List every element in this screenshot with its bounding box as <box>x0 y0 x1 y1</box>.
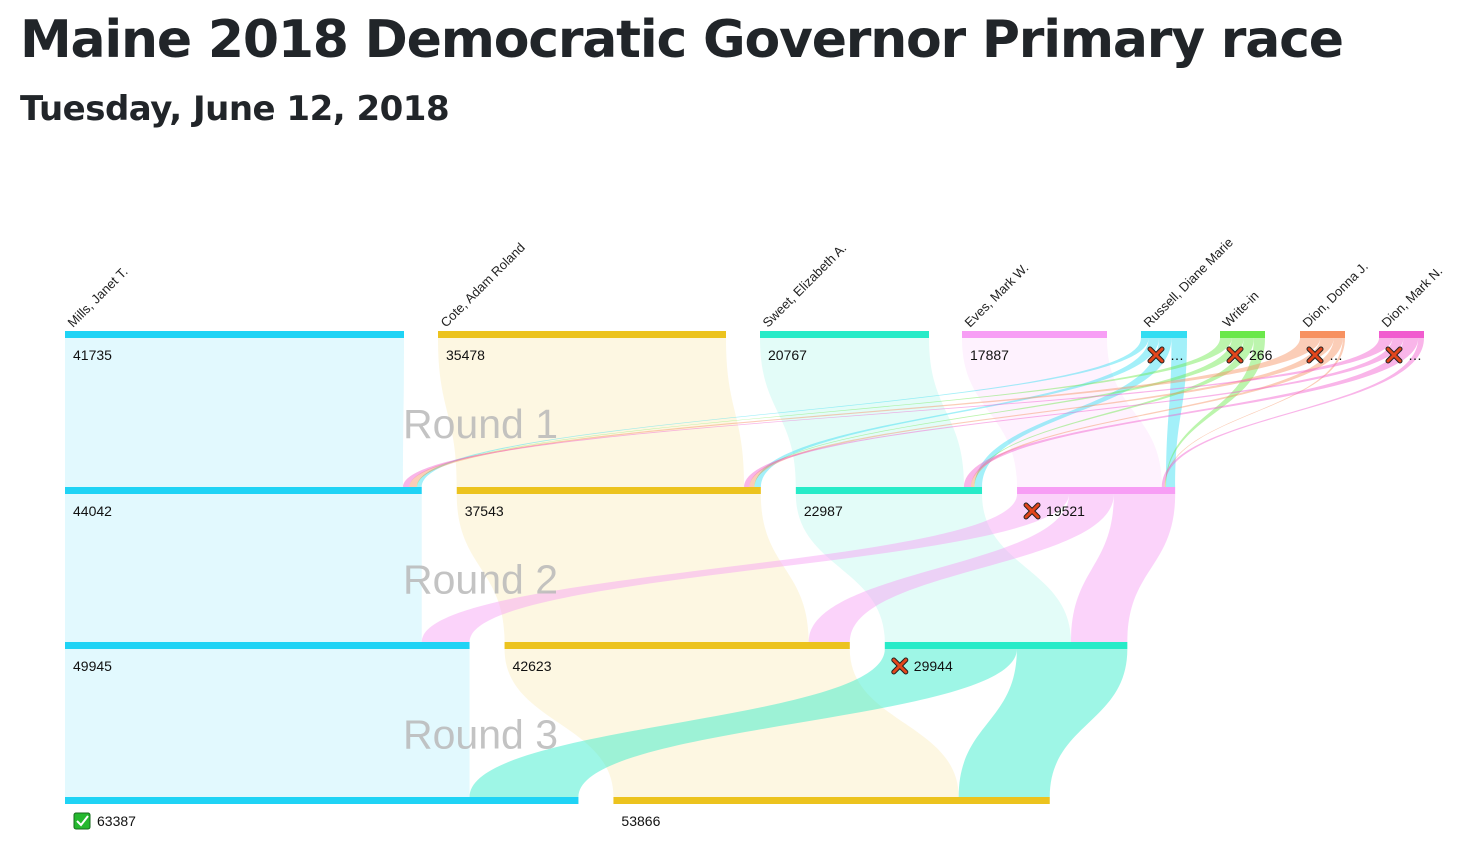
bar-0-round-1 <box>65 487 422 494</box>
transfer-5-to-0-round-0 <box>416 338 1232 487</box>
transfer-6-to-3-round-0 <box>1164 338 1345 487</box>
band-1-round-2 <box>504 649 959 797</box>
transfer-4-to-3-round-0 <box>1166 338 1187 487</box>
vote-count-1-round-2: 42623 <box>513 658 552 674</box>
candidate-name-2: Sweet, Elizabeth A. <box>760 240 850 330</box>
vote-count-0-round-3: 63387 <box>97 813 136 829</box>
candidate-names: Mills, Janet T. Cote, Adam Roland Sweet, E… <box>65 235 1446 330</box>
eliminated-icon <box>1306 346 1324 364</box>
winner-check-icon <box>73 812 91 830</box>
band-0-round-1 <box>65 494 422 642</box>
page-title: Maine 2018 Democratic Governor Primary r… <box>20 10 1344 70</box>
candidate-name-1: Cote, Adam Roland <box>438 240 528 330</box>
bar-4-round-0 <box>1141 331 1187 338</box>
page-subtitle: Tuesday, June 12, 2018 <box>20 89 450 129</box>
transfer-6-to-1-round-0 <box>749 338 1334 487</box>
transfer-4-to-1-round-0 <box>754 338 1159 487</box>
band-1-round-0 <box>438 338 745 487</box>
transfer-3-to-2-round-1 <box>1070 494 1176 642</box>
vote-count-1-round-3: 53866 <box>621 813 660 829</box>
bar-7-round-0 <box>1379 331 1424 338</box>
transfer-2-to-0-round-2 <box>469 649 1017 797</box>
transfer-3-to-1-round-1 <box>808 494 1114 642</box>
candidate-name-6: Dion, Donna J. <box>1300 259 1371 330</box>
candidate-name-3: Eves, Mark W. <box>962 260 1032 330</box>
vote-count-0-round-2: 49945 <box>73 658 112 674</box>
eliminated-icon <box>1023 502 1041 520</box>
vote-count-4-round-0: … <box>1170 347 1184 363</box>
vote-count-2-round-1: 22987 <box>804 503 843 519</box>
bar-3-round-1 <box>1017 487 1176 494</box>
round-label-1: Round 1 <box>403 401 558 447</box>
bar-0-round-0 <box>65 331 404 338</box>
transfer-7-to-1-round-0 <box>744 338 1404 487</box>
band-2-round-0 <box>760 338 965 487</box>
bar-2-round-2 <box>884 642 1128 649</box>
transfer-4-to-2-round-0 <box>974 338 1172 487</box>
transfer-4-to-0-round-0 <box>417 338 1149 487</box>
continuation-bands <box>65 338 1162 797</box>
round-labels: Round 1 Round 2 Round 3 <box>403 401 558 758</box>
bar-1-round-3 <box>613 797 1050 804</box>
bar-3-round-0 <box>962 331 1107 338</box>
band-0-round-0 <box>65 338 404 487</box>
candidate-name-0: Mills, Janet T. <box>65 264 131 330</box>
eliminated-icon <box>1226 346 1244 364</box>
band-2-round-1 <box>795 494 1071 642</box>
transfer-7-to-3-round-0 <box>1161 338 1424 487</box>
candidate-bars: 41735 35478 20767 17887 … 266 … … 44042 37543 2298… <box>65 331 1424 830</box>
band-1-round-1 <box>456 494 809 642</box>
candidate-name-4: Russell, Diane Marie <box>1141 235 1236 330</box>
bar-1-round-1 <box>456 487 761 494</box>
vote-count-0-round-0: 41735 <box>73 347 112 363</box>
vote-count-1-round-0: 35478 <box>446 347 485 363</box>
transfer-6-to-0-round-0 <box>409 338 1321 487</box>
vote-count-3-round-1: 19521 <box>1046 503 1085 519</box>
eliminated-icon <box>1147 346 1165 364</box>
round-label-2: Round 2 <box>403 557 558 603</box>
bar-0-round-3 <box>65 797 579 804</box>
bar-2-round-1 <box>795 487 983 494</box>
bar-1-round-0 <box>438 331 726 338</box>
transfer-3-to-0-round-1 <box>421 494 1070 642</box>
transfer-6-to-2-round-0 <box>970 338 1343 487</box>
transfer-ribbons <box>403 338 1424 797</box>
bar-1-round-2 <box>504 642 850 649</box>
vote-count-3-round-0: 17887 <box>970 347 1009 363</box>
transfer-7-to-2-round-0 <box>963 338 1419 487</box>
candidate-name-5: Write-in <box>1220 288 1262 330</box>
vote-count-5-round-0: 266 <box>1249 347 1273 363</box>
band-0-round-2 <box>65 649 470 797</box>
bar-5-round-0 <box>1220 331 1265 338</box>
vote-count-0-round-1: 44042 <box>73 503 112 519</box>
vote-count-2-round-0: 20767 <box>768 347 807 363</box>
eliminated-icon <box>1385 346 1403 364</box>
vote-count-7-round-0: … <box>1408 347 1422 363</box>
candidate-name-7: Dion, Mark N. <box>1379 263 1446 330</box>
vote-count-2-round-2: 29944 <box>914 658 953 674</box>
band-3-round-0 <box>962 338 1162 487</box>
bar-2-round-0 <box>760 331 929 338</box>
vote-count-1-round-1: 37543 <box>465 503 504 519</box>
transfer-5-to-2-round-0 <box>974 338 1254 487</box>
transfer-5-to-1-round-0 <box>754 338 1244 487</box>
vote-count-6-round-0: … <box>1329 347 1343 363</box>
eliminated-icon <box>891 657 909 675</box>
transfer-5-to-3-round-0 <box>1165 338 1265 487</box>
transfer-7-to-0-round-0 <box>403 338 1393 487</box>
transfer-2-to-1-round-2 <box>958 649 1128 797</box>
bar-6-round-0 <box>1300 331 1345 338</box>
bar-0-round-2 <box>65 642 470 649</box>
round-label-3: Round 3 <box>403 712 558 758</box>
